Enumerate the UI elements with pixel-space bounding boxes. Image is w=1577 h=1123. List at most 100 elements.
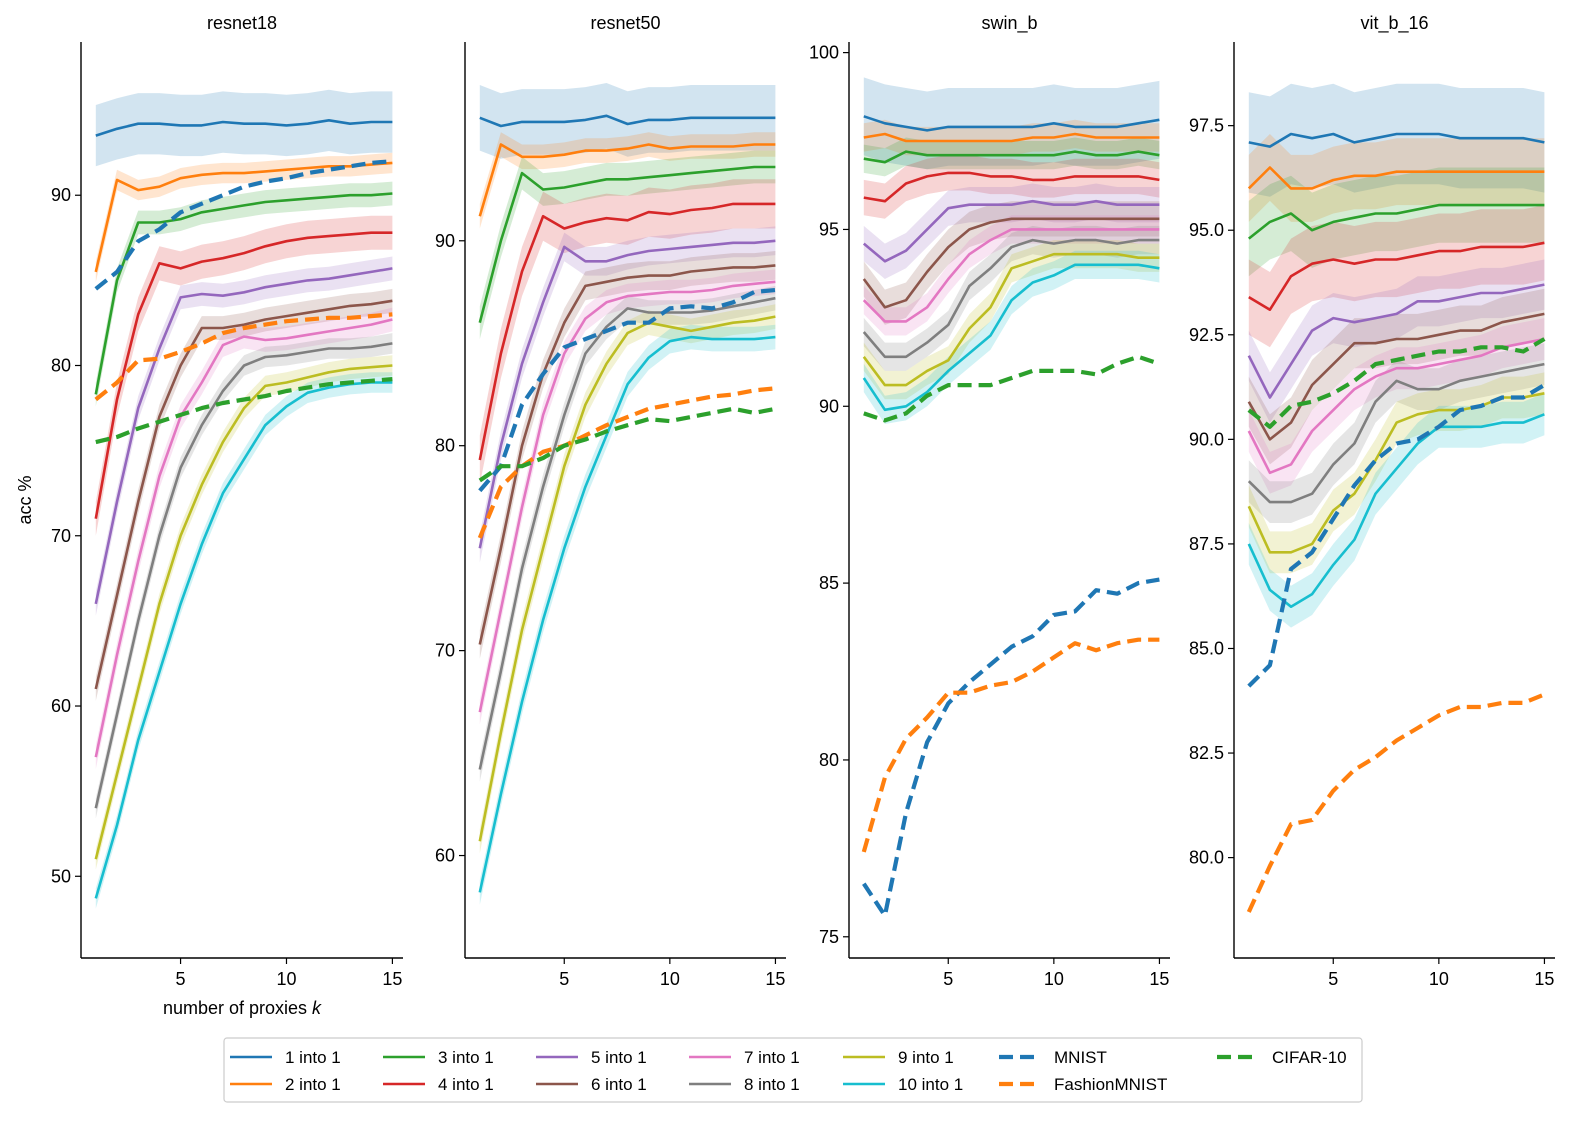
band-6-into-1 [863,201,1160,325]
legend-label: 9 into 1 [898,1048,954,1067]
legend-item-10-into-1: 10 into 1 [843,1075,963,1094]
band-1-into-1 [479,83,776,159]
legend-label: 4 into 1 [438,1075,494,1094]
y-tick-label: 92.5 [1189,325,1224,345]
series-line-5-into-1 [862,199,1160,263]
series-line-2-into-1 [478,143,776,217]
y-tick-label: 100 [809,43,839,63]
series-line-2-into-1 [863,132,1160,143]
legend-item-fashionmnist: FashionMNIST [999,1075,1167,1094]
legend-item-8-into-1: 8 into 1 [689,1075,800,1094]
subplot-swin-b: swin_b 5 10 15 75 80 85 90 95 100 [809,13,1170,989]
series-line-4-into-1 [863,171,1160,203]
series-line-1-into-1 [479,114,776,128]
legend-item-3-into-1: 3 into 1 [383,1048,494,1067]
legend-item-9-into-1: 9 into 1 [843,1048,954,1067]
series-line-1-into-1 [1248,132,1545,148]
series-line-8-into-1 [862,238,1160,359]
legend-label: 10 into 1 [898,1075,963,1094]
legend-label: CIFAR-10 [1272,1048,1347,1067]
series-line-6-into-1 [1247,312,1545,441]
series-line-cifar-10 [1247,337,1546,429]
legend-item-1-into-1: 1 into 1 [230,1048,341,1067]
legend-label: 6 into 1 [591,1075,647,1094]
band-5-into-1 [863,183,1160,279]
series-line-fashionmnist [861,637,1160,853]
legend-item-cifar-10: CIFAR-10 [1217,1048,1347,1067]
series-line-6-into-1 [862,217,1160,309]
subplot-title: swin_b [981,13,1037,34]
series-lines [94,119,393,899]
subplot-title: resnet50 [590,13,660,33]
band-2-into-1 [95,152,393,283]
y-tick-label: 50 [51,866,71,886]
band-7-into-1 [1248,318,1545,494]
series-line-1-into-1 [95,119,393,137]
legend-item-7-into-1: 7 into 1 [689,1048,800,1067]
band-6-into-1 [479,251,776,659]
y-tick-label: 60 [435,846,455,866]
band-7-into-1 [863,215,1160,336]
series-line-mnist [862,577,1160,918]
series-line-10-into-1 [862,263,1160,412]
series-line-4-into-1 [94,231,393,519]
x-tick-label: 15 [1149,969,1169,989]
x-tick-label: 15 [382,969,402,989]
series-line-3-into-1 [478,165,776,324]
legend-label: MNIST [1054,1048,1107,1067]
y-tick-label: 95 [819,219,839,239]
series-line-8-into-1 [94,342,393,809]
legend-label: 8 into 1 [744,1075,800,1094]
y-tick-label: 87.5 [1189,534,1224,554]
band-10-into-1 [1248,393,1545,628]
legend-frame [223,1037,1363,1103]
series-line-3-into-1 [94,192,393,395]
band-1-into-1 [1248,83,1545,197]
series-line-2-into-1 [1247,166,1545,190]
band-5-into-1 [1248,259,1545,423]
band-1-into-1 [95,89,393,167]
y-tick-label: 95.0 [1189,220,1224,240]
series-line-10-into-1 [1247,413,1545,609]
series-lines [861,115,1161,918]
x-tick-label: 15 [765,969,785,989]
series-line-6-into-1 [94,299,393,690]
series-line-10-into-1 [94,381,393,899]
confidence-bands [863,77,1160,424]
x-tick-label: 5 [943,969,953,989]
y-tick-label: 80.0 [1189,848,1224,868]
y-tick-label: 90 [435,231,455,251]
series-line-cifar-10 [95,377,393,445]
band-10-into-1 [95,372,393,909]
band-3-into-1 [479,150,776,340]
series-line-4-into-1 [478,202,776,461]
band-9-into-1 [863,240,1160,400]
series-line-7-into-1 [94,318,393,758]
y-tick-label: 90 [51,185,71,205]
series-line-9-into-1 [478,315,776,842]
y-tick-label: 90 [819,396,839,416]
y-tick-label: 75 [819,927,839,947]
subplot-title: resnet18 [207,13,277,33]
series-line-7-into-1 [1247,337,1545,475]
series-line-5-into-1 [94,267,393,605]
legend-label: 5 into 1 [591,1048,647,1067]
series-lines [477,114,776,893]
subplot-vit-b-16: vit_b_16 5 10 15 80.0 82.5 85.0 87.5 90.0 92.5 95.… [1189,13,1555,989]
y-tick-label: 80 [435,436,455,456]
band-9-into-1 [95,355,393,870]
legend-item-mnist: MNIST [999,1048,1107,1067]
series-line-8-into-1 [478,296,776,770]
y-tick-label: 80 [51,355,71,375]
band-4-into-1 [863,155,1160,219]
subplot-title: vit_b_16 [1360,13,1428,34]
legend-label: 1 into 1 [285,1048,341,1067]
x-tick-label: 10 [1044,969,1064,989]
subplot-resnet18: resnet18 5 10 15 50 60 70 80 90 acc % number of pr… [15,13,403,1018]
band-9-into-1 [1248,372,1545,574]
band-1-into-1 [863,77,1160,170]
x-tick-label: 10 [1429,969,1449,989]
band-3-into-1 [863,137,1160,177]
series-line-8-into-1 [1247,362,1545,504]
series-line-7-into-1 [478,280,776,713]
